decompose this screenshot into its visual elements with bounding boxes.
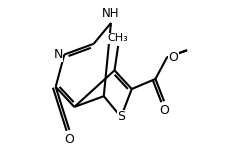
Text: S: S <box>117 111 125 123</box>
Text: O: O <box>159 104 169 117</box>
Text: O: O <box>64 133 74 146</box>
Text: CH₃: CH₃ <box>108 33 129 43</box>
Text: NH: NH <box>102 7 120 20</box>
Text: O: O <box>168 51 178 64</box>
Text: N: N <box>53 48 63 61</box>
